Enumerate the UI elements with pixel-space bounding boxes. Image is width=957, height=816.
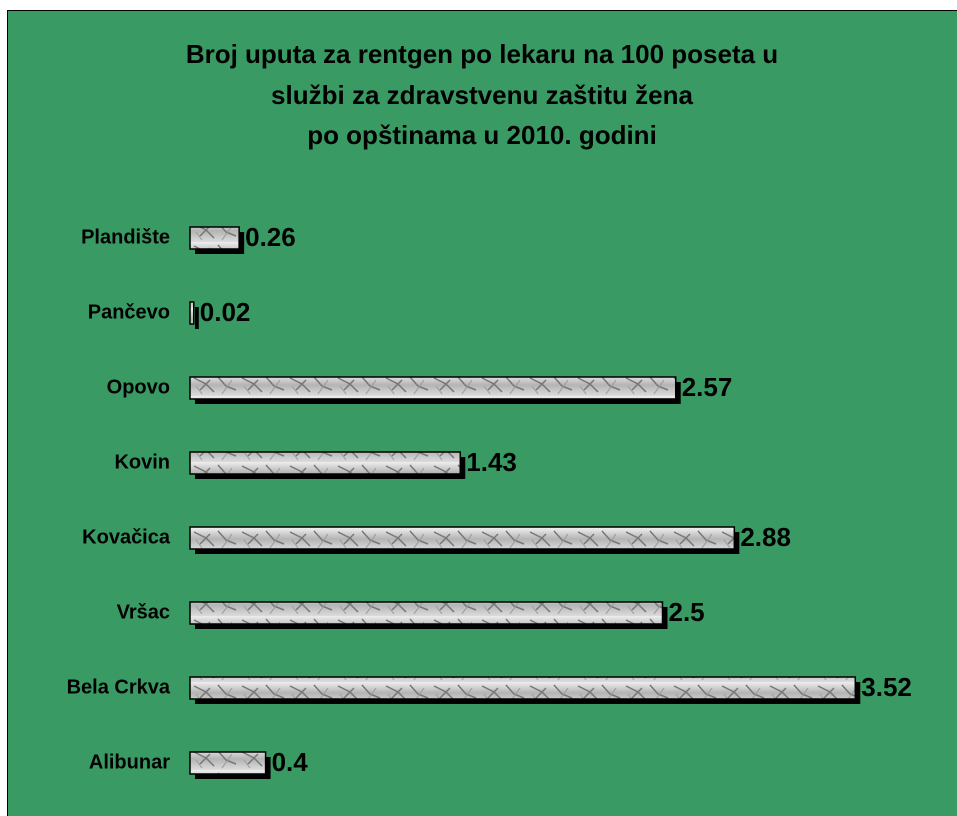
category-label: Alibunar [89,751,170,773]
value-label: 3.52 [861,672,912,702]
bar [189,451,462,475]
bar [189,301,195,325]
value-label: 0.02 [200,297,251,327]
title-line: po opštinama u 2010. godini [307,120,657,150]
category-label: Vršac [117,601,170,623]
value-label: 0.4 [272,747,309,777]
bar-shadow [195,307,199,329]
bar [189,751,267,775]
bar [189,676,857,700]
value-label: 0.26 [245,222,296,252]
value-label: 1.43 [466,447,517,477]
value-label: 2.57 [682,372,733,402]
bar [189,376,677,400]
chart-title: Broj uputa za rentgen po lekaru na 100 p… [186,39,778,150]
category-label: Plandište [81,226,170,248]
value-label: 2.88 [740,522,791,552]
category-label: Kovačica [82,526,171,548]
bar [189,526,736,550]
bar [189,226,240,250]
category-label: Bela Crkva [67,676,171,698]
title-line: službi za zdravstvenu zaštitu žena [271,80,693,110]
bar [189,601,664,625]
category-label: Opovo [107,376,170,398]
value-label: 2.5 [669,597,705,627]
title-line: Broj uputa za rentgen po lekaru na 100 p… [186,39,778,69]
category-label: Pančevo [88,301,170,323]
category-label: Kovin [114,451,170,473]
